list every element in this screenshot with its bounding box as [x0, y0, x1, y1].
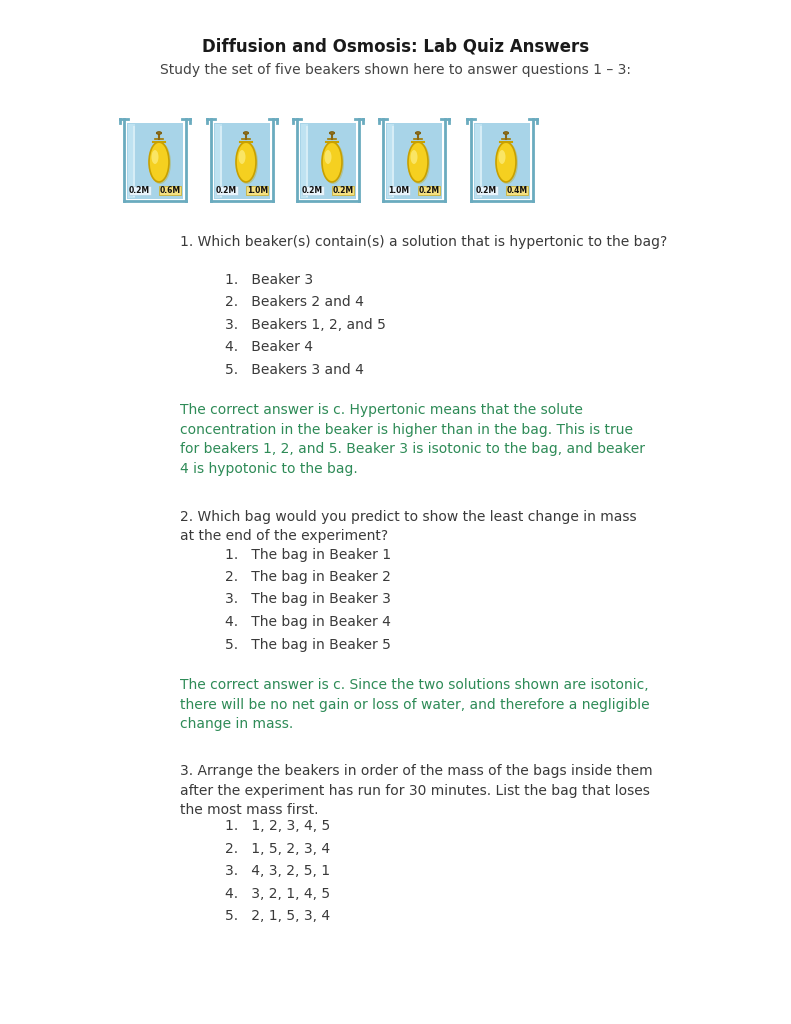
- Ellipse shape: [239, 150, 245, 164]
- FancyBboxPatch shape: [214, 123, 270, 199]
- Text: 0.2M: 0.2M: [129, 186, 150, 195]
- Ellipse shape: [324, 150, 331, 164]
- Text: 1.   The bag in Beaker 1: 1. The bag in Beaker 1: [225, 548, 391, 561]
- Text: 2. Which bag would you predict to show the least change in mass
at the end of th: 2. Which bag would you predict to show t…: [180, 510, 637, 543]
- Ellipse shape: [236, 142, 258, 184]
- Text: 3.   4, 3, 2, 5, 1: 3. 4, 3, 2, 5, 1: [225, 864, 330, 879]
- Ellipse shape: [149, 142, 169, 182]
- Text: 0.2M: 0.2M: [333, 186, 354, 195]
- Text: 1.0M: 1.0M: [388, 186, 409, 195]
- FancyBboxPatch shape: [474, 123, 530, 199]
- Ellipse shape: [496, 142, 516, 182]
- Ellipse shape: [236, 142, 256, 182]
- Text: 0.2M: 0.2M: [216, 186, 237, 195]
- Ellipse shape: [504, 132, 509, 134]
- FancyBboxPatch shape: [301, 124, 308, 198]
- Ellipse shape: [496, 142, 518, 184]
- FancyBboxPatch shape: [387, 124, 394, 198]
- Text: The correct answer is c. Since the two solutions shown are isotonic,
there will : The correct answer is c. Since the two s…: [180, 678, 649, 731]
- Text: Study the set of five beakers shown here to answer questions 1 – 3:: Study the set of five beakers shown here…: [160, 63, 631, 77]
- FancyBboxPatch shape: [128, 124, 135, 198]
- Ellipse shape: [415, 132, 421, 134]
- FancyBboxPatch shape: [300, 123, 356, 199]
- Ellipse shape: [330, 132, 335, 134]
- Text: 0.2M: 0.2M: [476, 186, 497, 195]
- Text: 3.   The bag in Beaker 3: 3. The bag in Beaker 3: [225, 593, 391, 606]
- Ellipse shape: [408, 142, 430, 184]
- Text: 3.   Beakers 1, 2, and 5: 3. Beakers 1, 2, and 5: [225, 318, 386, 332]
- Ellipse shape: [149, 142, 171, 184]
- Ellipse shape: [411, 150, 418, 164]
- Text: 4.   Beaker 4: 4. Beaker 4: [225, 341, 313, 354]
- Ellipse shape: [408, 142, 428, 182]
- Text: The correct answer is c. Hypertonic means that the solute
concentration in the b: The correct answer is c. Hypertonic mean…: [180, 403, 645, 476]
- Text: 2.   Beakers 2 and 4: 2. Beakers 2 and 4: [225, 296, 364, 309]
- Text: 3. Arrange the beakers in order of the mass of the bags inside them
after the ex: 3. Arrange the beakers in order of the m…: [180, 765, 653, 817]
- Text: 1.0M: 1.0M: [247, 186, 268, 195]
- Text: 1.   Beaker 3: 1. Beaker 3: [225, 273, 313, 287]
- Text: 1. Which beaker(s) contain(s) a solution that is hypertonic to the bag?: 1. Which beaker(s) contain(s) a solution…: [180, 234, 668, 249]
- Text: 0.2M: 0.2M: [419, 186, 440, 195]
- Text: 0.4M: 0.4M: [507, 186, 528, 195]
- Text: 0.2M: 0.2M: [302, 186, 324, 195]
- Text: 4.   The bag in Beaker 4: 4. The bag in Beaker 4: [225, 615, 391, 629]
- Text: 2.   The bag in Beaker 2: 2. The bag in Beaker 2: [225, 570, 391, 584]
- Text: 5.   Beakers 3 and 4: 5. Beakers 3 and 4: [225, 362, 364, 377]
- Text: 4.   3, 2, 1, 4, 5: 4. 3, 2, 1, 4, 5: [225, 887, 330, 901]
- Text: 0.6M: 0.6M: [160, 186, 181, 195]
- Ellipse shape: [322, 142, 344, 184]
- Ellipse shape: [498, 150, 505, 164]
- Text: Diffusion and Osmosis: Lab Quiz Answers: Diffusion and Osmosis: Lab Quiz Answers: [202, 38, 589, 56]
- FancyBboxPatch shape: [475, 124, 482, 198]
- Ellipse shape: [157, 132, 161, 134]
- FancyBboxPatch shape: [127, 123, 183, 199]
- Ellipse shape: [152, 150, 158, 164]
- Ellipse shape: [244, 132, 248, 134]
- Ellipse shape: [322, 142, 342, 182]
- FancyBboxPatch shape: [386, 123, 442, 199]
- FancyBboxPatch shape: [215, 124, 222, 198]
- Text: 5.   The bag in Beaker 5: 5. The bag in Beaker 5: [225, 638, 391, 651]
- Text: 2.   1, 5, 2, 3, 4: 2. 1, 5, 2, 3, 4: [225, 842, 330, 856]
- Text: 5.   2, 1, 5, 3, 4: 5. 2, 1, 5, 3, 4: [225, 909, 330, 924]
- Text: 1.   1, 2, 3, 4, 5: 1. 1, 2, 3, 4, 5: [225, 819, 331, 834]
